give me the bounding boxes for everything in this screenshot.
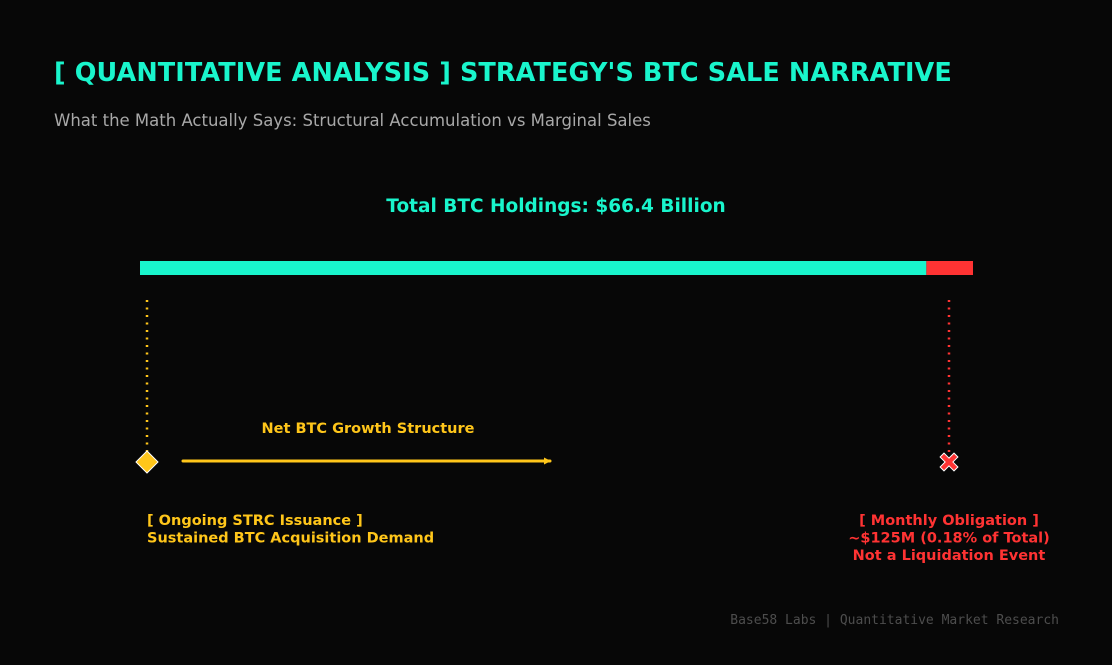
- growth-arrow-label: Net BTC Growth Structure: [262, 421, 475, 437]
- bar-segment-1: [140, 261, 927, 275]
- bar-segment-2: [926, 261, 973, 275]
- strc-label-line-1: [ Ongoing STRC Issuance ]: [147, 513, 363, 529]
- obligation-label-line-3: Not a Liquidation Event: [853, 548, 1046, 564]
- holdings-bar: [140, 261, 973, 275]
- markers: [ Ongoing STRC Issuance ] Sustained BTC A…: [135, 300, 1050, 564]
- page-title: [ QUANTITATIVE ANALYSIS ] STRATEGY'S BTC…: [54, 58, 952, 88]
- x-marker: [940, 453, 958, 471]
- strc-label-line-2: Sustained BTC Acquisition Demand: [147, 531, 434, 547]
- footer-credit: Base58 Labs | Quantitative Market Resear…: [730, 613, 1059, 628]
- diamond-marker: [135, 450, 159, 474]
- chart-title: Total BTC Holdings: $66.4 Billion: [386, 196, 725, 217]
- obligation-label-line-1: [ Monthly Obligation ]: [859, 513, 1039, 529]
- obligation-label-line-2: ~$125M (0.18% of Total): [848, 531, 1050, 547]
- page-subtitle: What the Math Actually Says: Structural …: [54, 111, 651, 130]
